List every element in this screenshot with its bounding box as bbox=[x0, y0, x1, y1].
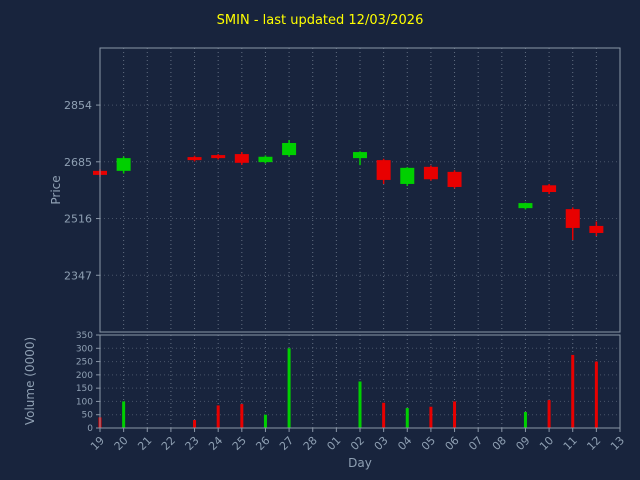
volume-tick-label: 50 bbox=[82, 411, 94, 421]
price-tick-label: 2685 bbox=[64, 156, 92, 169]
volume-bar bbox=[571, 354, 575, 428]
day-tick-label: 11 bbox=[561, 434, 580, 453]
day-tick-label: 04 bbox=[395, 434, 414, 453]
volume-bar bbox=[429, 406, 433, 428]
price-tick-label: 2516 bbox=[64, 213, 92, 226]
day-axis-label: Day bbox=[348, 456, 372, 470]
volume-bar bbox=[453, 401, 457, 428]
candle-body bbox=[234, 154, 249, 163]
day-tick-label: 22 bbox=[159, 434, 178, 453]
volume-tick-label: 350 bbox=[76, 331, 93, 341]
day-tick-label: 19 bbox=[88, 434, 107, 453]
candle-body bbox=[447, 171, 462, 187]
candle-body bbox=[400, 167, 415, 184]
candle-body bbox=[518, 203, 533, 209]
candle-body bbox=[187, 157, 202, 161]
candle-body bbox=[542, 185, 557, 193]
volume-tick-label: 250 bbox=[76, 358, 93, 368]
volume-bar bbox=[240, 404, 244, 428]
volume-tick-label: 300 bbox=[76, 344, 93, 354]
day-tick-label: 27 bbox=[277, 434, 296, 453]
candle-body bbox=[565, 209, 580, 228]
day-tick-label: 23 bbox=[183, 434, 202, 453]
day-tick-label: 06 bbox=[443, 434, 462, 453]
volume-bar bbox=[382, 402, 386, 428]
volume-bar bbox=[216, 405, 220, 428]
candle-body bbox=[376, 160, 391, 180]
candle-body bbox=[258, 156, 273, 163]
volume-bar bbox=[193, 420, 197, 428]
volume-bar bbox=[405, 408, 409, 428]
day-tick-label: 09 bbox=[513, 434, 532, 453]
day-tick-label: 25 bbox=[230, 434, 249, 453]
candle-body bbox=[211, 155, 226, 159]
day-tick-label: 02 bbox=[348, 434, 367, 453]
volume-tick-label: 200 bbox=[76, 371, 93, 381]
day-tick-label: 07 bbox=[466, 434, 485, 453]
candle-body bbox=[353, 152, 367, 159]
price-tick-label: 2854 bbox=[64, 99, 92, 112]
day-tick-label: 21 bbox=[135, 434, 154, 453]
volume-bar bbox=[358, 381, 362, 428]
volume-tick-label: 100 bbox=[76, 397, 93, 407]
candle-body bbox=[423, 166, 438, 180]
candle-body bbox=[589, 225, 604, 233]
volume-bar bbox=[547, 400, 551, 428]
day-tick-label: 26 bbox=[253, 434, 272, 453]
chart-title: SMIN - last updated 12/03/2026 bbox=[216, 13, 424, 28]
volume-bar bbox=[523, 412, 527, 428]
volume-bar bbox=[594, 361, 598, 428]
day-tick-label: 12 bbox=[584, 434, 603, 453]
day-tick-label: 13 bbox=[608, 434, 627, 453]
day-tick-label: 01 bbox=[324, 434, 343, 453]
day-tick-label: 28 bbox=[301, 434, 320, 453]
volume-bar bbox=[287, 348, 291, 428]
price-axis-label: Price bbox=[49, 175, 63, 205]
day-tick-label: 08 bbox=[490, 434, 509, 453]
volume-bar bbox=[122, 401, 126, 428]
volume-bar bbox=[263, 414, 267, 428]
price-tick-label: 2347 bbox=[64, 269, 92, 282]
day-tick-label: 20 bbox=[112, 434, 131, 453]
day-tick-label: 10 bbox=[537, 434, 556, 453]
day-tick-label: 24 bbox=[206, 434, 225, 453]
candle-body bbox=[116, 158, 131, 171]
day-tick-label: 05 bbox=[419, 434, 438, 453]
candle-body bbox=[282, 143, 297, 156]
volume-tick-label: 0 bbox=[87, 424, 93, 434]
day-tick-label: 03 bbox=[372, 434, 391, 453]
price-panel-frame bbox=[99, 47, 621, 333]
volume-tick-label: 150 bbox=[76, 384, 93, 394]
volume-axis-label: Volume (0000) bbox=[23, 336, 37, 426]
